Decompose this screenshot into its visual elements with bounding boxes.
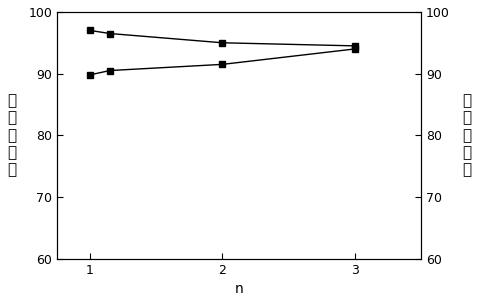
Y-axis label: 原
料
转
化
率: 原 料 转 化 率 [7,93,16,178]
Y-axis label: 产
物
选
择
性: 产 物 选 择 性 [462,93,471,178]
X-axis label: n: n [235,282,243,296]
